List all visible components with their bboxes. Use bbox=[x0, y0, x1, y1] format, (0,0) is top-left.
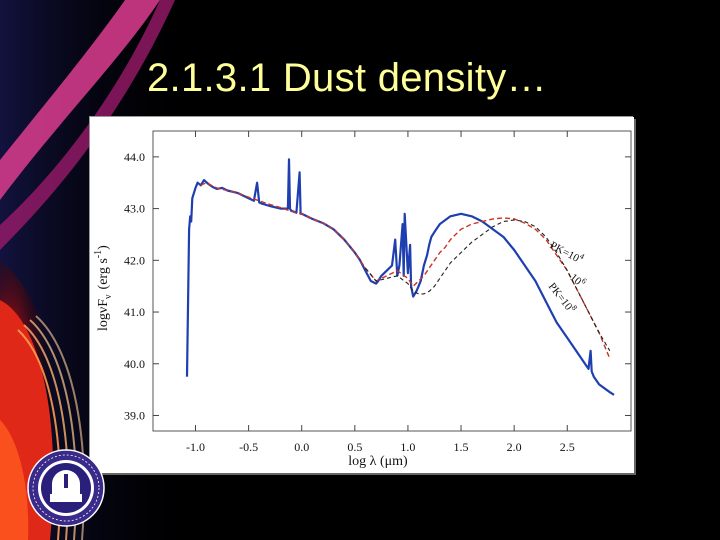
curve-annotation: PK=104 bbox=[548, 237, 586, 267]
x-tick-label: 1.0 bbox=[400, 440, 415, 454]
y-tick-label: 40.0 bbox=[124, 357, 145, 371]
series-line-2 bbox=[364, 219, 611, 352]
plot-frame bbox=[152, 130, 632, 432]
university-seal-logo bbox=[27, 449, 105, 527]
series-line-0 bbox=[185, 158, 615, 396]
x-axis-label: log λ (μm) bbox=[348, 454, 408, 469]
y-tick-label: 41.0 bbox=[124, 305, 145, 319]
y-tick-label: 44.0 bbox=[124, 150, 145, 164]
x-tick-label: 1.5 bbox=[454, 440, 469, 454]
y-tick-label: 39.0 bbox=[124, 408, 145, 422]
x-tick-label: 0.0 bbox=[294, 440, 309, 454]
curve-annotation: 106 bbox=[567, 269, 588, 290]
x-tick-label: 0.5 bbox=[347, 440, 362, 454]
figure-panel: -1.0 -0.5 0.0 0.5 1.0 1.5 2.0 2.5 44.0 43.0 42.0 41… bbox=[90, 117, 634, 473]
y-axis-label: logνFν(erg s-1) bbox=[93, 245, 114, 331]
x-tick-label: 2.5 bbox=[560, 440, 575, 454]
x-tick-label: -1.0 bbox=[186, 440, 205, 454]
slide-title: 2.1.3.1 Dust density… bbox=[147, 56, 547, 100]
series-line-1 bbox=[200, 182, 611, 359]
x-tick-label: -0.5 bbox=[239, 440, 258, 454]
sed-chart: -1.0 -0.5 0.0 0.5 1.0 1.5 2.0 2.5 44.0 43.0 42.0 41… bbox=[93, 130, 632, 469]
x-tick-label: 2.0 bbox=[507, 440, 522, 454]
y-tick-label: 42.0 bbox=[124, 253, 145, 267]
y-tick-label: 43.0 bbox=[124, 202, 145, 216]
